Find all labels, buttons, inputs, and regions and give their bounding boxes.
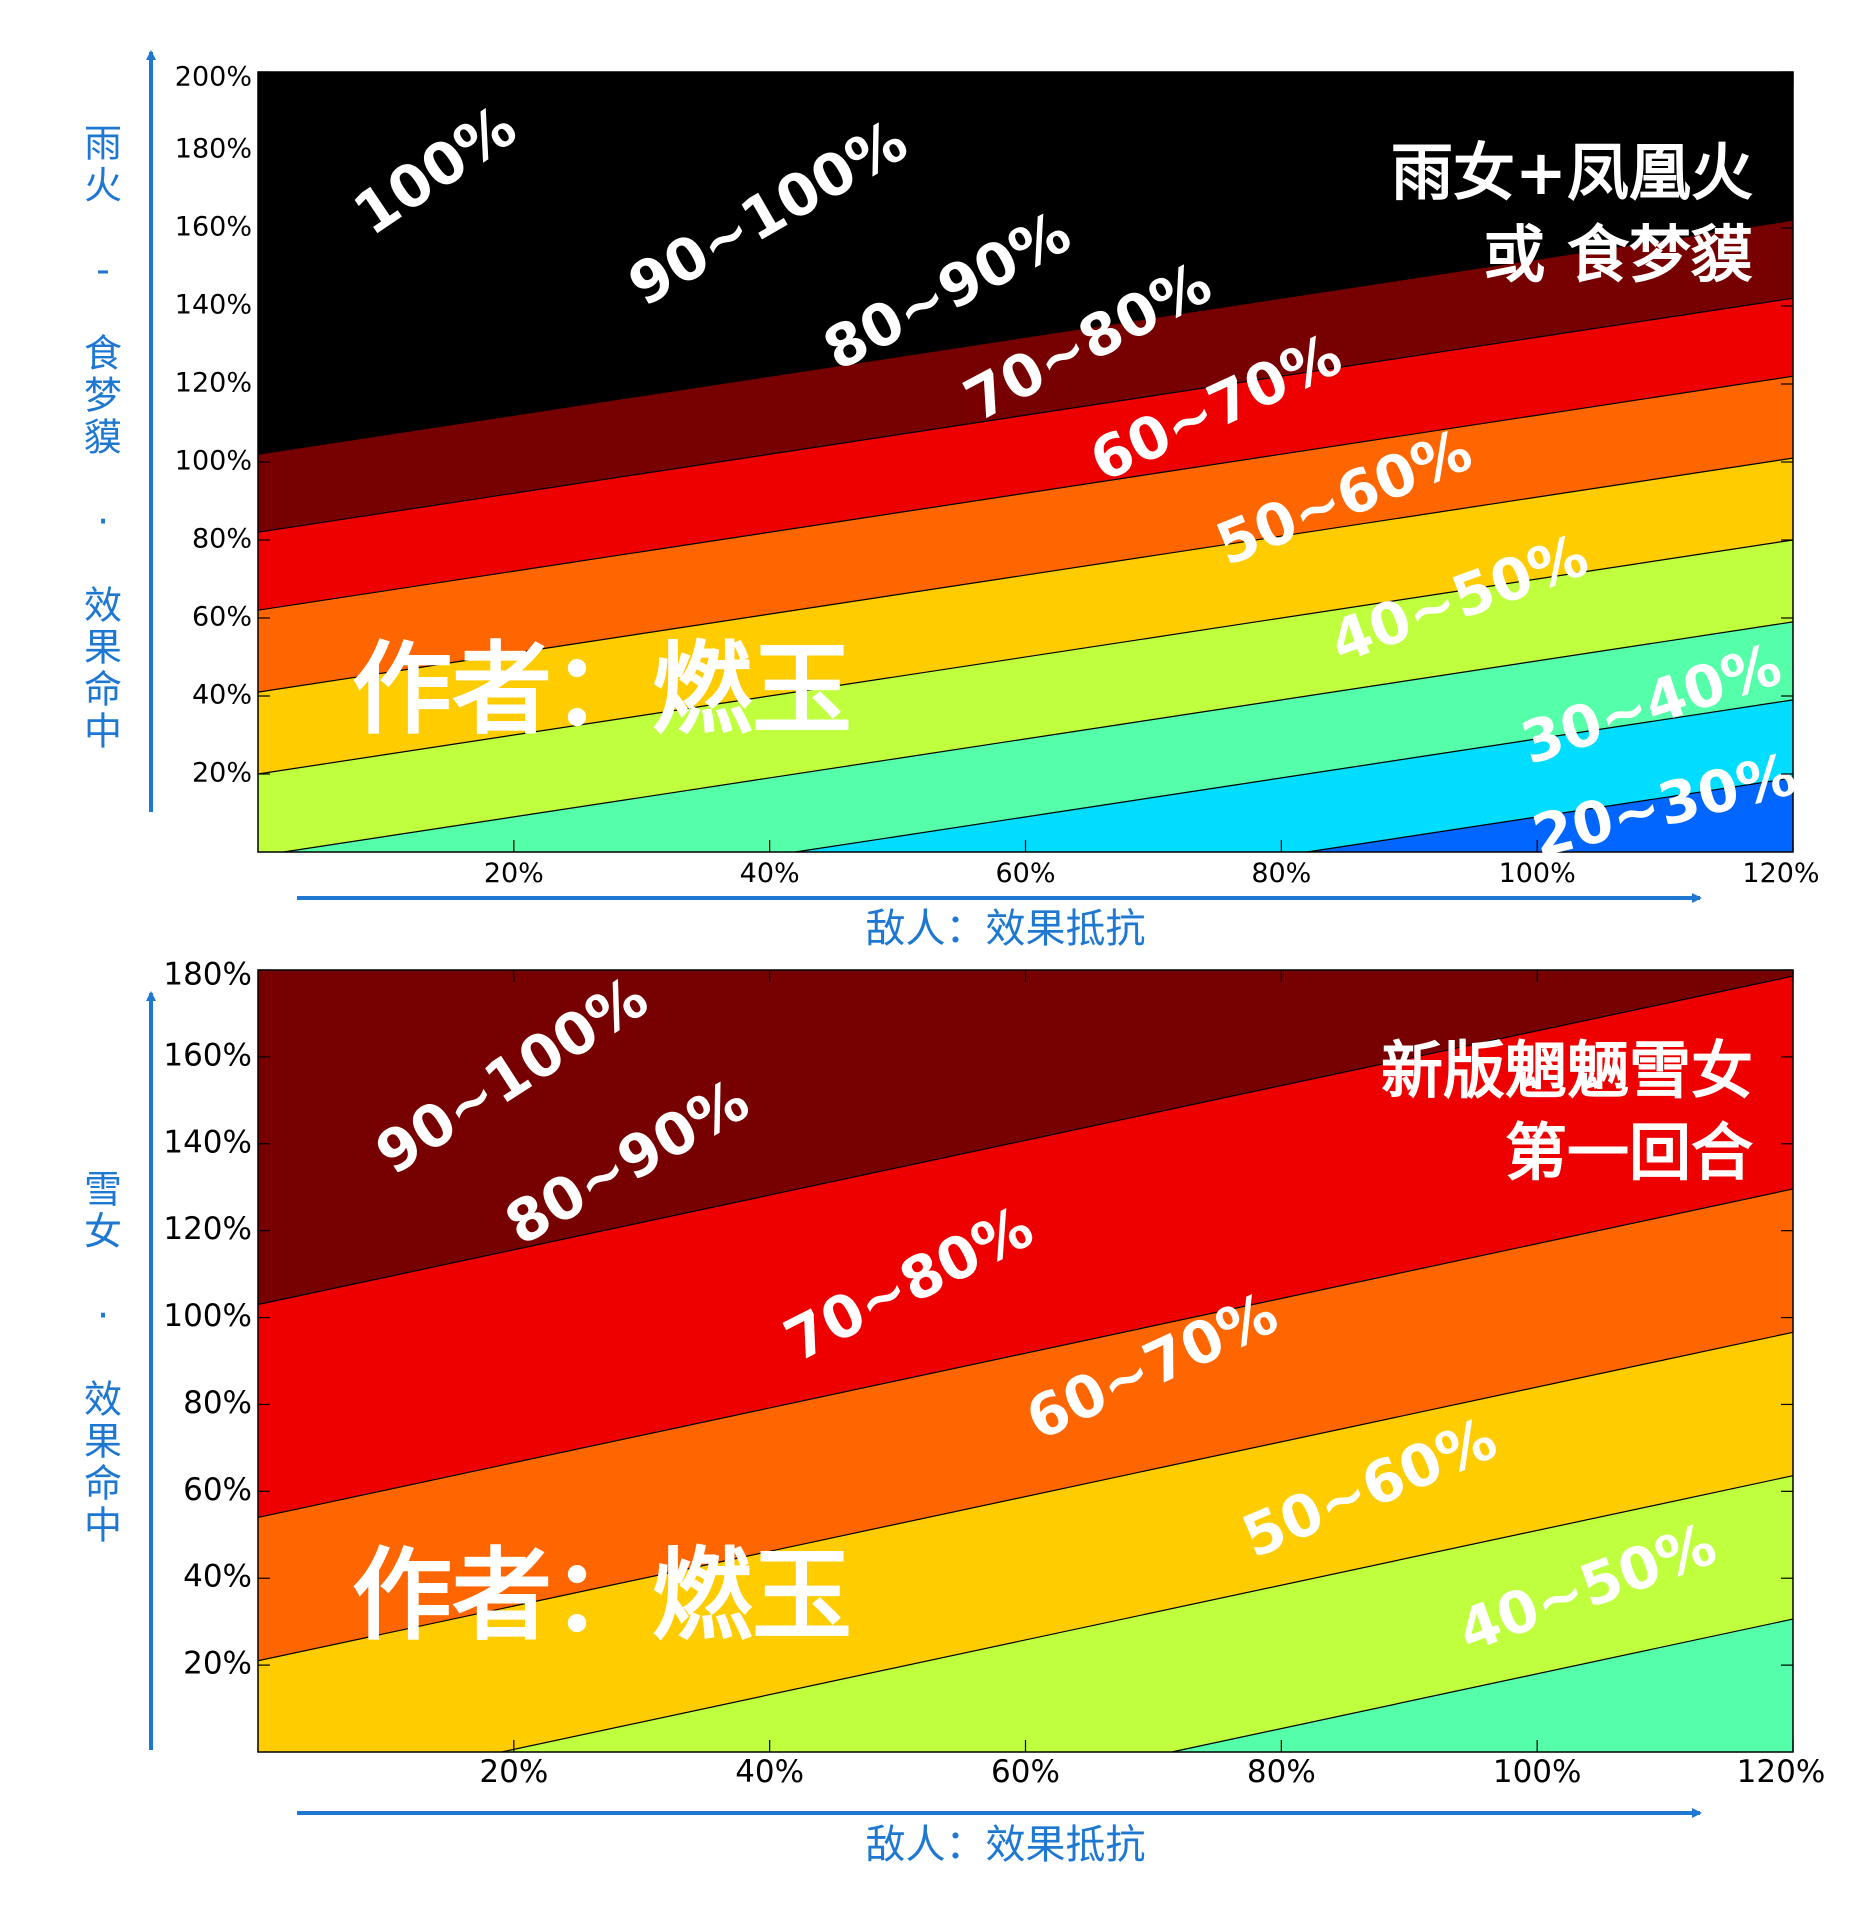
contour-line <box>1306 777 1794 853</box>
x-tick-label: 40% <box>735 1754 804 1790</box>
y-tick-label: 180% <box>175 134 252 165</box>
y-tick-label: 160% <box>163 1037 252 1073</box>
chart-subtitle: 雨女+凤凰火或 食梦貘 <box>1391 136 1753 291</box>
x-tick-label: 120% <box>1742 858 1819 889</box>
band-50~60% <box>258 540 1793 852</box>
x-tick-label: 60% <box>991 1754 1060 1790</box>
watermark: 作者：燃玉 <box>352 1537 852 1654</box>
y-tick-label: 200% <box>175 62 252 93</box>
band-100% <box>258 72 1793 455</box>
contour-line <box>257 219 1794 455</box>
band-70~80% <box>258 1189 1793 1661</box>
contour-line <box>257 1331 1794 1662</box>
watermark: 作者：燃玉 <box>352 631 852 748</box>
contour-line <box>257 457 1794 693</box>
y-tick-label: 160% <box>175 212 252 243</box>
x-tick-label: 100% <box>1499 858 1576 889</box>
y-tick-label: 60% <box>183 1472 252 1508</box>
contour-line <box>795 699 1794 853</box>
y-tick-label: 120% <box>175 368 252 399</box>
x-tick-label: 120% <box>1737 1754 1826 1790</box>
band-60~70% <box>258 458 1793 774</box>
band-80~90% <box>258 976 1793 1518</box>
x-tick-label: 40% <box>740 858 800 889</box>
x-tick-label: 80% <box>1247 1754 1316 1790</box>
x-tick-label: 20% <box>479 1754 548 1790</box>
y-tick-label: 20% <box>183 1646 252 1682</box>
contour-line <box>257 539 1794 775</box>
band-90~100% <box>258 970 1793 1305</box>
y-tick-label: 120% <box>163 1211 252 1247</box>
x-tick-label: 80% <box>1251 858 1311 889</box>
y-tick-label: 140% <box>175 290 252 321</box>
contour-line <box>257 375 1794 611</box>
x-tick-label: 60% <box>995 858 1055 889</box>
y-tick-label: 40% <box>192 680 252 711</box>
contour-line <box>257 975 1794 1306</box>
contour-line <box>257 297 1794 533</box>
band-60~70% <box>258 1332 1793 1752</box>
x-axis-label: 敌人：效果抵抗 <box>866 906 1146 952</box>
contour-plot-1: 100% 90~100%80~90%70~80%60~70%50~60%40~50… <box>84 50 1820 952</box>
contour-line <box>257 1188 1794 1518</box>
band-70~80% <box>258 376 1793 693</box>
contour-line <box>1171 1618 1794 1753</box>
y-tick-label: 100% <box>163 1298 252 1334</box>
y-tick-label: 100% <box>175 446 252 477</box>
y-axis-label: 雪女 · 效果命中 <box>84 1168 122 1548</box>
y-tick-label: 80% <box>183 1385 252 1421</box>
y-tick-label: 80% <box>192 524 252 555</box>
contour-plot-2: 90~100%80~90%70~80%60~70%50~60%40~50%20%… <box>84 957 1825 1869</box>
contour-line <box>283 621 1794 853</box>
x-tick-label: 100% <box>1493 1754 1582 1790</box>
x-tick-label: 20% <box>484 858 544 889</box>
chart-subtitle: 新版魍魉雪女第一回合 <box>1381 1034 1753 1189</box>
contour-line <box>501 1475 1794 1753</box>
y-tick-label: 60% <box>192 602 252 633</box>
band-90~100% <box>258 220 1793 533</box>
x-axis-label: 敌人：效果抵抗 <box>866 1822 1146 1868</box>
band-80~90% <box>258 298 1793 611</box>
y-tick-label: 40% <box>183 1559 252 1595</box>
y-tick-label: 140% <box>163 1124 252 1160</box>
y-axis-label: 雨火 - 食梦貘 · 效果命中 <box>84 122 122 754</box>
y-tick-label: 20% <box>192 758 252 789</box>
y-tick-label: 180% <box>163 957 252 993</box>
